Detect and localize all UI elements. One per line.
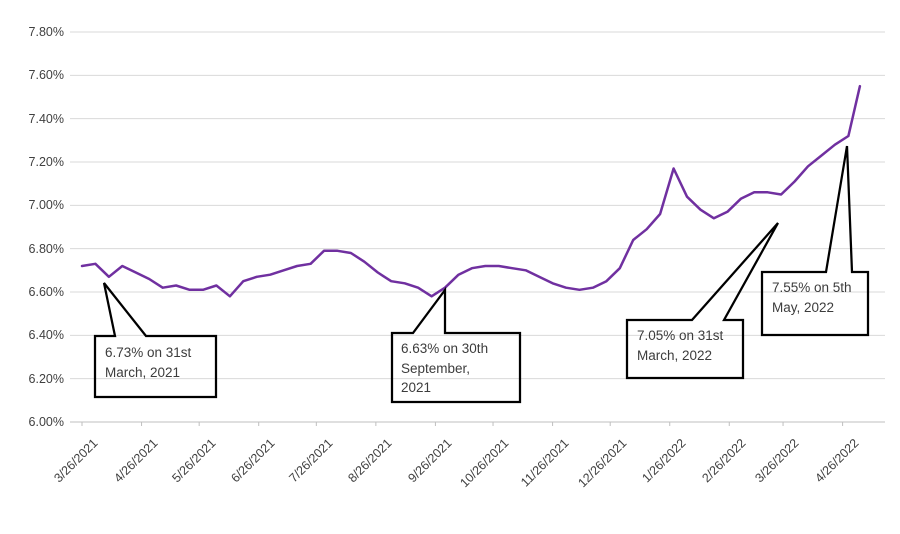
y-tick-label: 6.60% (28, 284, 64, 299)
y-tick-label: 7.00% (28, 198, 64, 213)
callout-box (625, 222, 779, 380)
callout-box (93, 282, 218, 399)
y-tick-label: 6.80% (28, 241, 64, 256)
y-tick-label: 7.60% (28, 68, 64, 83)
y-tick-label: 6.20% (28, 371, 64, 386)
y-tick-label: 6.40% (28, 328, 64, 343)
y-tick-label: 7.20% (28, 154, 64, 169)
callout-text: 7.05% on 31st March, 2022 (637, 328, 724, 363)
y-tick-label: 6.00% (28, 415, 64, 429)
callout-text: 6.73% on 31st March, 2021 (105, 345, 192, 380)
y-tick-label: 7.40% (28, 111, 64, 126)
callout-box (760, 145, 870, 337)
callout-text: 6.63% on 30th September, 2021 (401, 341, 489, 395)
callout-box (390, 286, 522, 404)
callout-text: 7.55% on 5th May, 2022 (772, 280, 852, 315)
y-tick-label: 7.80% (28, 24, 64, 39)
series-line (80, 84, 862, 298)
